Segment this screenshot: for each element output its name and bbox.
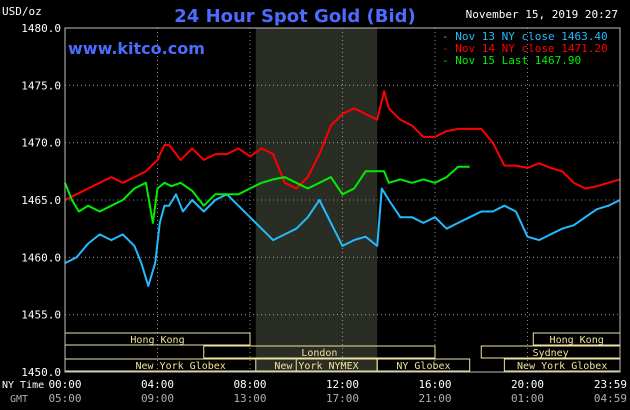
x-tick-label-ny: 16:00	[418, 378, 451, 391]
series-line	[64, 165, 470, 224]
session-label: London	[301, 348, 337, 359]
y-tick-label: 1450.0	[21, 366, 61, 379]
x-tick-label-gmt: 09:00	[141, 392, 174, 405]
series-line	[64, 90, 621, 201]
session-label: NY Globex	[396, 361, 450, 372]
x-tick-label-gmt: 04:59	[594, 392, 627, 405]
y-tick-label: 1475.0	[21, 79, 61, 92]
session-bands: Hong Kong London New York Globex New York N…	[64, 332, 621, 372]
x-tick-label-gmt: 17:00	[326, 392, 359, 405]
unit-label: USD/oz	[2, 5, 42, 18]
price-series	[64, 90, 621, 287]
session-band	[203, 345, 436, 359]
session-label: Hong Kong	[550, 335, 604, 346]
plot-frame	[64, 27, 621, 373]
y-tick-label: 1465.0	[21, 194, 61, 207]
session-label: New York Globex	[135, 361, 225, 372]
website-link[interactable]: www.kitco.com	[68, 39, 205, 58]
x-tick-label-ny: 04:00	[141, 378, 174, 391]
ny-time-title: NY Time	[2, 380, 44, 391]
legend-entry: - Nov 14 NY close 1471.20	[442, 42, 608, 55]
x-tick-label-ny: 00:00	[48, 378, 81, 391]
x-tick-label-gmt: 13:00	[233, 392, 266, 405]
session-label: Hong Kong	[130, 335, 184, 346]
x-tick-label-gmt: 05:00	[48, 392, 81, 405]
session-label: Sydney	[533, 348, 569, 359]
session-label: New York NYMEX	[274, 361, 358, 372]
nymex-highlight-band	[255, 28, 378, 372]
x-tick-label-ny: 08:00	[233, 378, 266, 391]
chart-title: 24 Hour Spot Gold (Bid)	[174, 6, 415, 27]
y-tick-label: 1460.0	[21, 251, 61, 264]
session-band	[376, 358, 471, 372]
datetime-label: November 15, 2019 20:27	[466, 8, 618, 21]
legend-entry: - Nov 15 Last 1467.90	[442, 54, 581, 67]
y-tick-label: 1470.0	[21, 137, 61, 150]
series-line	[64, 187, 621, 287]
y-tick-label: 1455.0	[21, 309, 61, 322]
x-tick-label-ny: 20:00	[511, 378, 544, 391]
x-tick-label-gmt: 21:00	[418, 392, 451, 405]
y-tick-label: 1480.0	[21, 22, 61, 35]
legend-entry: - Nov 13 NY close 1463.40	[442, 30, 608, 43]
y-axis: 1480.0 1475.0 1470.0 1465.0 1460.0 1455.0 1450…	[21, 22, 61, 379]
x-tick-label-gmt: 01:00	[511, 392, 544, 405]
gmt-title: GMT	[10, 394, 28, 405]
legend: - Nov 13 NY close 1463.40- Nov 14 NY clo…	[442, 30, 608, 67]
x-tick-label-ny: 12:00	[326, 378, 359, 391]
x-tick-label-ny: 23:59	[594, 378, 627, 391]
session-label: New York Globex	[517, 361, 607, 372]
